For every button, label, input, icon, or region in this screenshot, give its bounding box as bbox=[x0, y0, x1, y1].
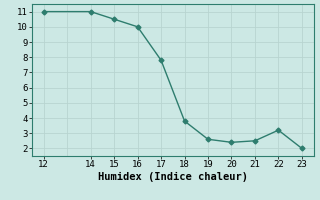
X-axis label: Humidex (Indice chaleur): Humidex (Indice chaleur) bbox=[98, 172, 248, 182]
